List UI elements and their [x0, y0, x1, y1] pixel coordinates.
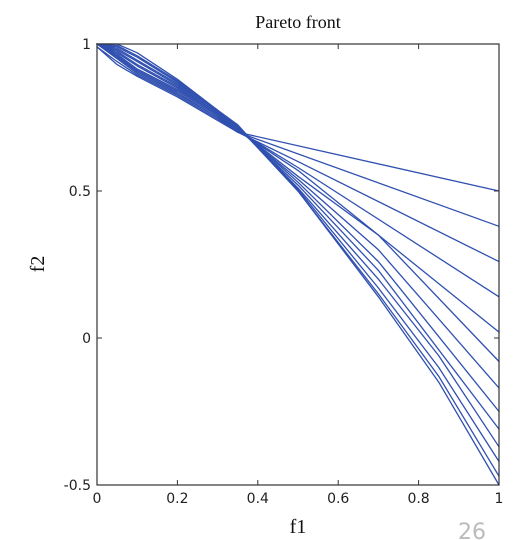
series-line-13: [96, 43, 500, 486]
y-tick-label: 0: [82, 331, 91, 347]
y-tick-label: 1: [82, 37, 91, 53]
x-tick-label: 0.2: [166, 491, 188, 507]
y-tick-label: 0.5: [69, 184, 91, 200]
x-tick-label: 1: [495, 491, 504, 507]
x-tick-label: 0.8: [407, 491, 429, 507]
series-line-12: [96, 43, 500, 477]
series-layer: [96, 43, 500, 486]
x-tick-label: 0: [93, 491, 102, 507]
series-line-9: [96, 43, 500, 430]
y-axis: -0.5 0 0.5 1: [64, 37, 499, 494]
x-axis-label: f1: [290, 516, 307, 538]
series-line-11: [96, 43, 500, 463]
chart-title: Pareto front: [255, 12, 340, 32]
y-tick-label: -0.5: [64, 478, 91, 494]
series-line-6: [96, 43, 500, 363]
page-number: 26: [458, 520, 486, 540]
x-tick-label: 0.4: [247, 491, 269, 507]
series-line-7: [96, 43, 500, 389]
plot-frame: [96, 43, 500, 486]
x-axis: 0 0.2 0.4 0.6 0.8 1: [93, 44, 504, 507]
series-line-4: [96, 43, 500, 298]
x-tick-label: 0.6: [327, 491, 349, 507]
series-line-5: [96, 43, 500, 333]
series-line-10: [96, 43, 500, 448]
y-axis-label: f2: [27, 256, 49, 273]
